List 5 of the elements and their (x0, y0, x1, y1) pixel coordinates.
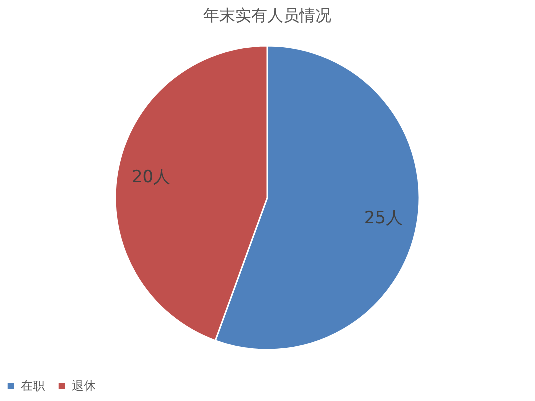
legend-label: 在职 (21, 379, 45, 394)
data-label: 20人 (132, 168, 171, 188)
legend-label: 退休 (72, 379, 96, 394)
data-label: 25人 (364, 208, 404, 228)
chart-title: 年末实有人员情况 (204, 6, 332, 25)
